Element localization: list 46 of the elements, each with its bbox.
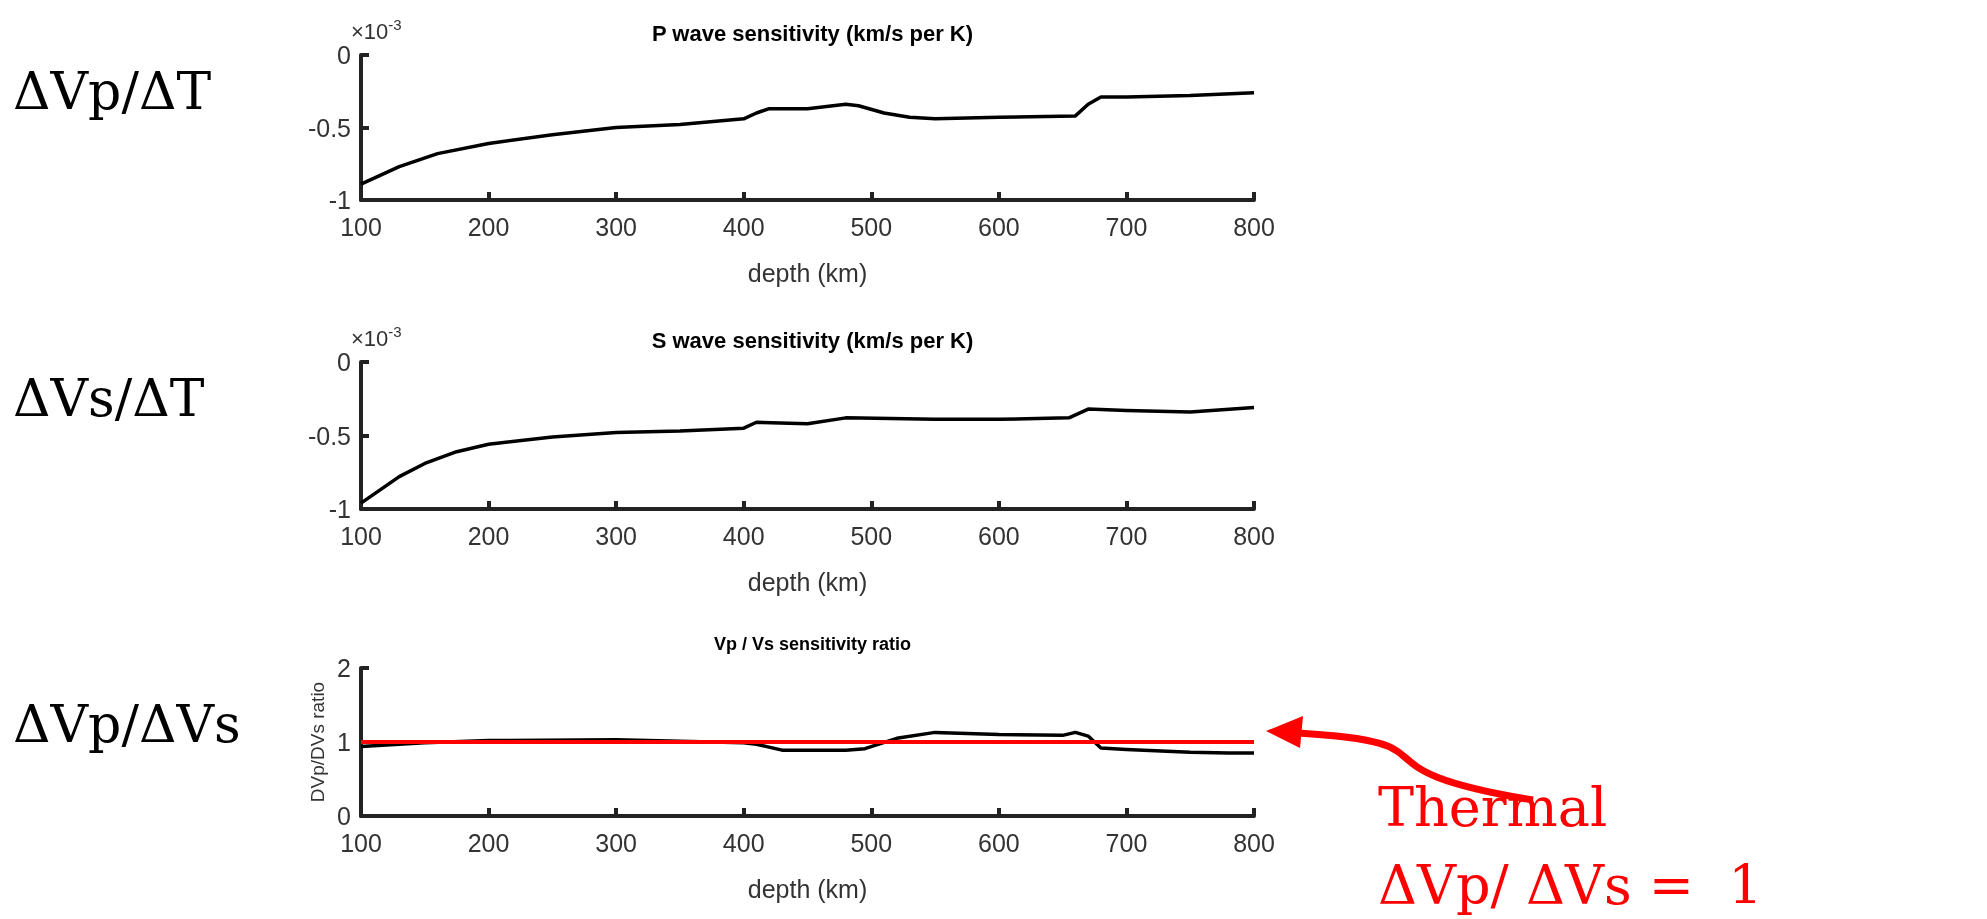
- x-tick-label: 400: [722, 521, 765, 550]
- y-axis-title: DVp/DVs ratio: [307, 681, 328, 803]
- x-tick-label: 600: [978, 521, 1020, 550]
- x-tick-label: 500: [850, 212, 893, 241]
- x-axis-title: depth (km): [747, 258, 868, 287]
- x-tick-label: 800: [1233, 828, 1275, 857]
- x-tick-label: 400: [722, 828, 765, 857]
- x-tick-label: 800: [1233, 212, 1275, 241]
- x-tick-label: 100: [340, 212, 382, 241]
- x-tick-label: 100: [340, 521, 382, 550]
- x-tick-label: 500: [850, 521, 893, 550]
- x-tick-label: 700: [1105, 212, 1148, 241]
- x-tick-label: 300: [595, 212, 637, 241]
- line-series: [359, 405, 1256, 505]
- line-series: [359, 90, 1256, 186]
- text: ΔVs/ΔT: [13, 368, 205, 428]
- chart-title: S wave sensitivity (km/s per K): [651, 327, 974, 353]
- x-tick-label: 300: [595, 828, 637, 857]
- y-tick-label: 0: [337, 348, 351, 376]
- x-axis-title: depth (km): [747, 567, 868, 596]
- x-tick-label: 600: [978, 828, 1020, 857]
- y-tick-label: 1: [337, 728, 351, 756]
- x-tick-label: 700: [1105, 521, 1148, 550]
- x-tick-label: 300: [595, 521, 637, 550]
- y-tick-label: -1: [328, 495, 351, 523]
- chart-title: P wave sensitivity (km/s per K): [651, 20, 974, 46]
- y-tick-label: -0.5: [307, 113, 351, 142]
- x-tick-label: 200: [467, 521, 510, 550]
- x-tick-label: 700: [1105, 828, 1148, 857]
- y-tick-label: 0: [337, 41, 351, 69]
- y-tick-label: 0: [337, 802, 351, 830]
- x-tick-label: 400: [722, 212, 765, 241]
- text: ΔVp/ΔT: [13, 61, 212, 121]
- ref-line-label: Thermal ΔVp/ ΔVs = 1: [1378, 775, 1763, 917]
- x-tick-label: 100: [340, 828, 382, 857]
- y-tick-label: -1: [328, 186, 351, 214]
- chart-title: Vp / Vs sensitivity ratio: [713, 634, 912, 654]
- x-tick-label: 500: [850, 828, 893, 857]
- x-tick-label: 200: [467, 212, 510, 241]
- text: ΔVp/ΔVs: [13, 694, 241, 754]
- x-tick-label: 200: [467, 828, 510, 857]
- x-tick-label: 600: [978, 212, 1020, 241]
- y-tick-label: -0.5: [307, 421, 351, 450]
- y-tick-label: 2: [337, 654, 351, 682]
- x-tick-label: 800: [1233, 521, 1275, 550]
- x-axis-title: depth (km): [747, 874, 868, 903]
